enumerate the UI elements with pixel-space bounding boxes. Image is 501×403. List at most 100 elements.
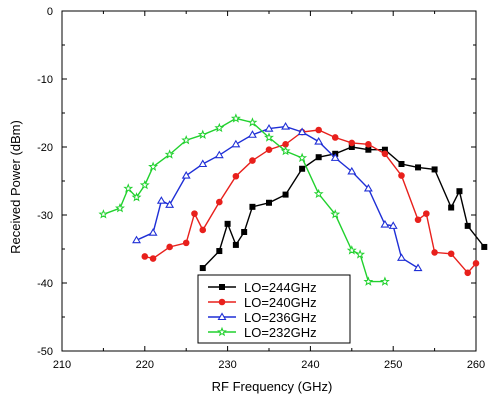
data-point — [166, 243, 173, 251]
data-point — [232, 172, 240, 180]
data-point — [398, 161, 405, 167]
legend-label: LO=232GHz — [244, 325, 317, 340]
data-point — [123, 183, 134, 193]
data-point — [231, 139, 241, 148]
data-point — [199, 265, 206, 272]
data-point — [280, 145, 291, 156]
data-point — [156, 196, 166, 204]
data-point — [182, 239, 190, 247]
data-point — [456, 188, 463, 195]
data-point — [191, 210, 198, 217]
legend-label: LO=236GHz — [244, 310, 317, 325]
data-point — [230, 113, 241, 123]
data-point — [98, 209, 109, 219]
data-point — [282, 191, 289, 198]
data-point — [249, 203, 256, 210]
data-point — [131, 192, 142, 202]
data-point — [139, 179, 150, 190]
legend-marker — [217, 326, 227, 337]
data-point — [181, 170, 191, 179]
data-point — [314, 136, 324, 145]
series-0 — [199, 144, 488, 272]
data-point — [181, 134, 192, 145]
x-tick-label: 220 — [136, 359, 154, 371]
data-point — [431, 249, 438, 256]
data-point — [464, 269, 472, 277]
y-tick-label: -30 — [37, 210, 53, 222]
x-axis-label: RF Frequency (GHz) — [212, 379, 333, 394]
data-point — [315, 154, 322, 161]
data-point — [330, 209, 341, 219]
data-point — [381, 150, 389, 158]
data-point — [355, 249, 366, 259]
series-line — [144, 129, 477, 274]
data-point — [346, 245, 357, 255]
data-point — [214, 150, 224, 159]
y-tick-label: -40 — [37, 278, 53, 290]
data-point — [415, 164, 422, 171]
data-point — [397, 253, 406, 261]
data-point — [148, 161, 159, 171]
x-tick-label: 260 — [467, 359, 485, 371]
data-point — [266, 199, 272, 206]
legend-label: LO=240GHz — [244, 295, 317, 310]
data-point — [232, 241, 239, 248]
data-point — [464, 222, 471, 229]
data-point — [481, 243, 488, 250]
data-point — [379, 276, 390, 286]
data-point — [264, 132, 274, 142]
data-point — [165, 200, 175, 208]
data-point — [281, 122, 291, 130]
data-point — [398, 172, 405, 179]
series-1 — [141, 126, 480, 277]
data-point — [264, 124, 274, 132]
data-point — [365, 140, 372, 148]
y-tick-label: -10 — [37, 74, 53, 86]
data-point — [414, 216, 422, 224]
data-point — [247, 130, 257, 138]
data-point — [423, 210, 430, 217]
data-point — [365, 146, 372, 153]
y-axis-label: Received Power (dBm) — [8, 120, 23, 254]
data-point — [348, 139, 356, 147]
data-point — [265, 146, 273, 154]
x-tick-label: 230 — [218, 359, 236, 371]
data-point — [413, 263, 423, 272]
legend-marker — [218, 298, 226, 306]
legend-marker — [217, 312, 227, 321]
data-point — [224, 220, 231, 227]
data-point — [198, 159, 208, 168]
data-point — [363, 276, 374, 286]
data-point — [313, 188, 324, 199]
data-point — [148, 228, 158, 236]
data-point — [241, 229, 248, 235]
data-point — [197, 129, 208, 139]
data-point — [297, 152, 308, 163]
series-3 — [98, 113, 390, 286]
legend-marker — [219, 284, 225, 290]
x-tick-label: 240 — [301, 359, 319, 371]
data-point — [247, 117, 258, 127]
data-point — [388, 221, 398, 229]
series-2 — [132, 122, 423, 272]
data-point — [164, 149, 175, 159]
data-point — [448, 204, 455, 211]
data-point — [330, 153, 340, 161]
data-point — [199, 226, 207, 234]
data-point — [132, 235, 141, 244]
data-point — [216, 198, 223, 206]
data-point — [315, 126, 322, 134]
y-tick-label: -50 — [37, 346, 53, 358]
data-point — [141, 253, 149, 260]
data-point — [114, 202, 125, 213]
x-tick-label: 210 — [53, 359, 71, 371]
data-point — [214, 122, 225, 133]
data-point — [149, 255, 157, 262]
data-point — [472, 259, 480, 267]
series-line — [136, 125, 419, 269]
data-point — [447, 250, 455, 258]
y-tick-label: 0 — [47, 6, 53, 18]
y-tick-label: -20 — [37, 142, 53, 154]
